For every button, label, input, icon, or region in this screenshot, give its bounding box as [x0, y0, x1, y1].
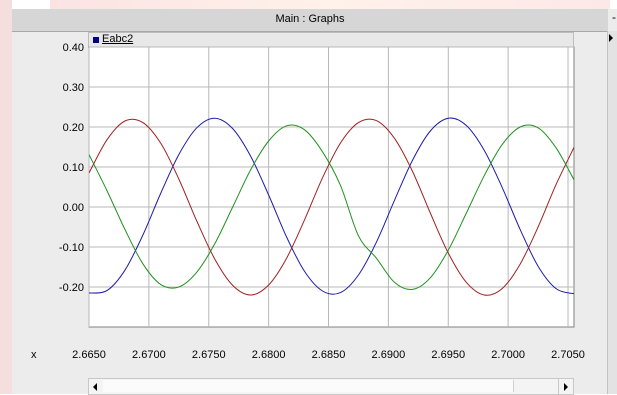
y-tick-label: -0.20 [59, 282, 84, 294]
left-arrow-icon [93, 383, 97, 391]
x-tick-label: 2.7000 [491, 349, 525, 361]
y-tick-label: 0.40 [63, 42, 84, 54]
x-tick-label: 2.6950 [431, 349, 465, 361]
y-tick-label: 0.20 [63, 122, 84, 134]
series-line-1 [89, 117, 574, 295]
x-tick-label: 2.6700 [132, 349, 166, 361]
title-right-mark: - [612, 10, 616, 24]
legend-swatch [93, 37, 99, 43]
legend-label[interactable]: Eabc2 [102, 33, 134, 45]
scrollbar-thumb[interactable] [103, 380, 514, 392]
x-tick-label: 2.6750 [192, 349, 226, 361]
y-tick-labels: 0.40 0.30 0.20 0.10 0.00 -0.10 -0.20 [59, 42, 84, 294]
scroll-left-button[interactable] [89, 379, 103, 394]
x-tick-label: 2.7050 [551, 349, 585, 361]
y-tick-label: 0.30 [63, 82, 84, 94]
background-left-band [0, 0, 12, 394]
x-tick-label: 2.6650 [72, 349, 106, 361]
scroll-right-button[interactable] [558, 379, 573, 394]
y-tick-label: 0.10 [63, 162, 84, 174]
right-panel-strip[interactable] [607, 31, 617, 394]
series-group [89, 117, 574, 296]
x-tick-label: 2.6900 [372, 349, 406, 361]
x-tick-label: 2.6800 [252, 349, 286, 361]
expand-arrow-icon[interactable] [609, 34, 613, 42]
background-top-band [50, 0, 610, 9]
window-titlebar[interactable]: Main : Graphs [12, 9, 608, 32]
series-line-2 [89, 118, 574, 296]
x-tick-label: 2.6850 [312, 349, 346, 361]
y-tick-label: -0.10 [59, 242, 84, 254]
series-line-3 [89, 124, 574, 291]
y-tick-label: 0.00 [63, 202, 84, 214]
right-arrow-icon [564, 383, 568, 391]
x-axis-label: x [31, 349, 37, 361]
x-tick-labels: 2.6650 2.6700 2.6750 2.6800 2.6850 2.6900 2.69… [72, 349, 585, 361]
window-title: Main : Graphs [275, 13, 345, 25]
